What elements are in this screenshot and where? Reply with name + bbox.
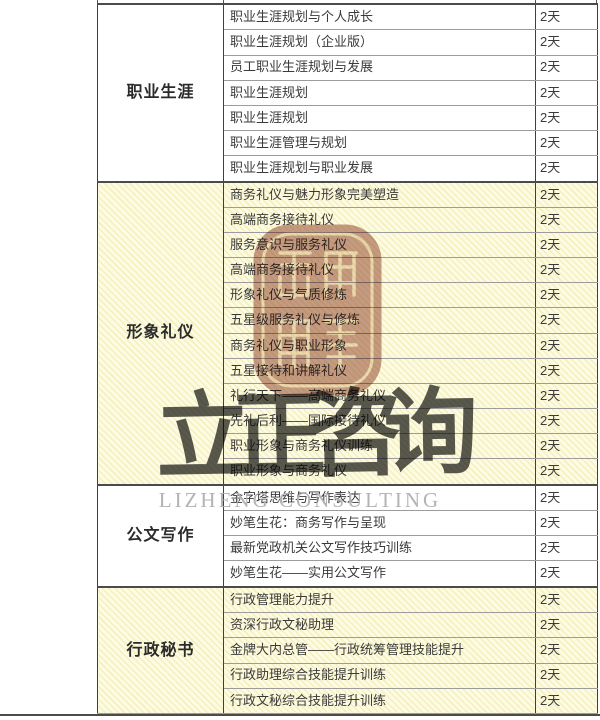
course-name-cell: 五星接待和讲解礼仪 <box>223 357 536 384</box>
course-duration-cell: 2天 <box>535 382 598 409</box>
course-row: 公文写作 金字塔思维与写作表达 2天 <box>97 483 598 588</box>
course-name-cell: 高端商务接待礼仪 <box>223 257 536 284</box>
course-name-cell: 服务意识与服务礼仪 <box>223 232 536 259</box>
course-name-cell: 职业形象与商务礼仪 <box>223 458 536 486</box>
course-name-cell: 行政管理能力提升 <box>223 585 536 614</box>
course-row: 高端商务接待礼仪 2天 <box>98 206 598 234</box>
course-duration-cell: 2天 <box>535 307 598 334</box>
course-row: 资深行政文秘助理 2天 <box>98 612 598 639</box>
course-name-cell: 先礼后利——国际接待礼仪 <box>223 407 536 435</box>
course-name-cell: 职业生涯规划 <box>223 79 536 106</box>
course-duration-cell: 2天 <box>535 104 598 131</box>
course-row: 最新党政机关公文写作技巧训练 2天 <box>98 535 598 562</box>
course-duration-cell: 2天 <box>535 357 598 384</box>
course-row: 行政秘书 行政管理能力提升 2天 <box>97 585 598 714</box>
course-duration-cell: 2天 <box>535 407 598 435</box>
table-left-border-stub <box>97 0 98 3</box>
course-row: 形象礼仪 商务礼仪与魅力形象完美塑造 2天 <box>97 180 598 486</box>
course-name-cell: 最新党政机关公文写作技巧训练 <box>223 535 536 562</box>
course-name-cell: 职业形象与商务礼仪训练 <box>223 433 536 460</box>
course-name-cell: 员工职业生涯规划与发展 <box>223 54 536 81</box>
course-row: 职业形象与商务礼仪 2天 <box>98 458 598 486</box>
course-duration-cell: 2天 <box>535 433 598 460</box>
course-row: 行政助理综合技能提升训练 2天 <box>98 662 598 689</box>
course-duration-cell: 2天 <box>535 282 598 309</box>
course-name-cell: 形象礼仪与气质修炼 <box>223 282 536 309</box>
course-duration-cell: 2天 <box>535 3 598 31</box>
category-cell-admin: 行政秘书 <box>97 585 224 714</box>
course-name-cell: 礼行天下——高端商务礼仪 <box>223 382 536 409</box>
course-row: 员工职业生涯规划与发展 2天 <box>98 54 598 81</box>
course-duration-cell: 2天 <box>535 637 598 664</box>
course-duration-cell: 2天 <box>535 54 598 81</box>
course-duration-cell: 2天 <box>535 662 598 689</box>
course-duration-cell: 2天 <box>535 79 598 106</box>
course-duration-cell: 2天 <box>535 560 598 588</box>
course-name-cell: 妙笔生花：商务写作与呈现 <box>223 510 536 537</box>
course-duration-cell: 2天 <box>535 232 598 259</box>
course-row: 职业生涯 职业生涯规划与个人成长 2天 <box>97 3 598 183</box>
course-duration-cell: 2天 <box>535 129 598 157</box>
course-name-cell: 金字塔思维与写作表达 <box>223 483 536 512</box>
table-col-border-stub <box>535 0 536 3</box>
course-duration-cell: 2天 <box>535 257 598 284</box>
course-row: 行政文秘综合技能提升训练 2天 <box>98 687 598 715</box>
table-col-border-stub <box>223 0 224 3</box>
course-name-cell: 妙笔生花——实用公文写作 <box>223 560 536 588</box>
course-row: 职业形象与商务礼仪训练 2天 <box>98 433 598 460</box>
course-row: 职业生涯管理与规划 2天 <box>98 129 598 157</box>
course-name-cell: 职业生涯规划与个人成长 <box>223 3 536 31</box>
course-duration-cell: 2天 <box>535 535 598 562</box>
course-row: 妙笔生花：商务写作与呈现 2天 <box>98 510 598 537</box>
course-name-cell: 高端商务接待礼仪 <box>223 206 536 234</box>
course-row: 职业生涯规划 2天 <box>98 104 598 131</box>
course-name-cell: 商务礼仪与职业形象 <box>223 332 536 359</box>
course-duration-cell: 2天 <box>535 510 598 537</box>
course-name-cell: 金牌大内总管——行政统筹管理技能提升 <box>223 637 536 664</box>
course-duration-cell: 2天 <box>535 332 598 359</box>
course-row: 职业生涯规划与职业发展 2天 <box>98 155 598 183</box>
course-duration-cell: 2天 <box>535 585 598 614</box>
course-duration-cell: 2天 <box>535 155 598 183</box>
course-name-cell: 五星级服务礼仪与修炼 <box>223 307 536 334</box>
course-duration-cell: 2天 <box>535 206 598 234</box>
course-duration-cell: 2天 <box>535 29 598 56</box>
course-name-cell: 资深行政文秘助理 <box>223 612 536 639</box>
course-duration-cell: 2天 <box>535 612 598 639</box>
course-duration-cell: 2天 <box>535 180 598 208</box>
course-table-body: 职业生涯 职业生涯规划与个人成长 2天 职业生涯规划（企业版） 2天 员工职业生涯规划与发… <box>97 3 598 715</box>
course-name-cell: 商务礼仪与魅力形象完美塑造 <box>223 180 536 208</box>
table-bottom-border <box>0 714 600 716</box>
course-row: 先礼后利——国际接待礼仪 2天 <box>98 407 598 435</box>
course-name-cell: 职业生涯管理与规划 <box>223 129 536 157</box>
course-name-cell: 职业生涯规划（企业版） <box>223 29 536 56</box>
table-right-border-stub <box>596 0 597 3</box>
course-table: 职业生涯 职业生涯规划与个人成长 2天 职业生涯规划（企业版） 2天 员工职业生涯规划与发… <box>97 3 598 715</box>
category-cell-writing: 公文写作 <box>97 483 224 588</box>
course-name-cell: 职业生涯规划与职业发展 <box>223 155 536 183</box>
course-duration-cell: 2天 <box>535 483 598 512</box>
course-duration-cell: 2天 <box>535 687 598 715</box>
category-cell-etiquette: 形象礼仪 <box>97 180 224 486</box>
course-name-cell: 职业生涯规划 <box>223 104 536 131</box>
course-row: 妙笔生花——实用公文写作 2天 <box>98 560 598 588</box>
course-row: 金牌大内总管——行政统筹管理技能提升 2天 <box>98 637 598 664</box>
course-name-cell: 行政文秘综合技能提升训练 <box>223 687 536 715</box>
course-duration-cell: 2天 <box>535 458 598 486</box>
course-name-cell: 行政助理综合技能提升训练 <box>223 662 536 689</box>
category-cell-career: 职业生涯 <box>97 3 224 183</box>
